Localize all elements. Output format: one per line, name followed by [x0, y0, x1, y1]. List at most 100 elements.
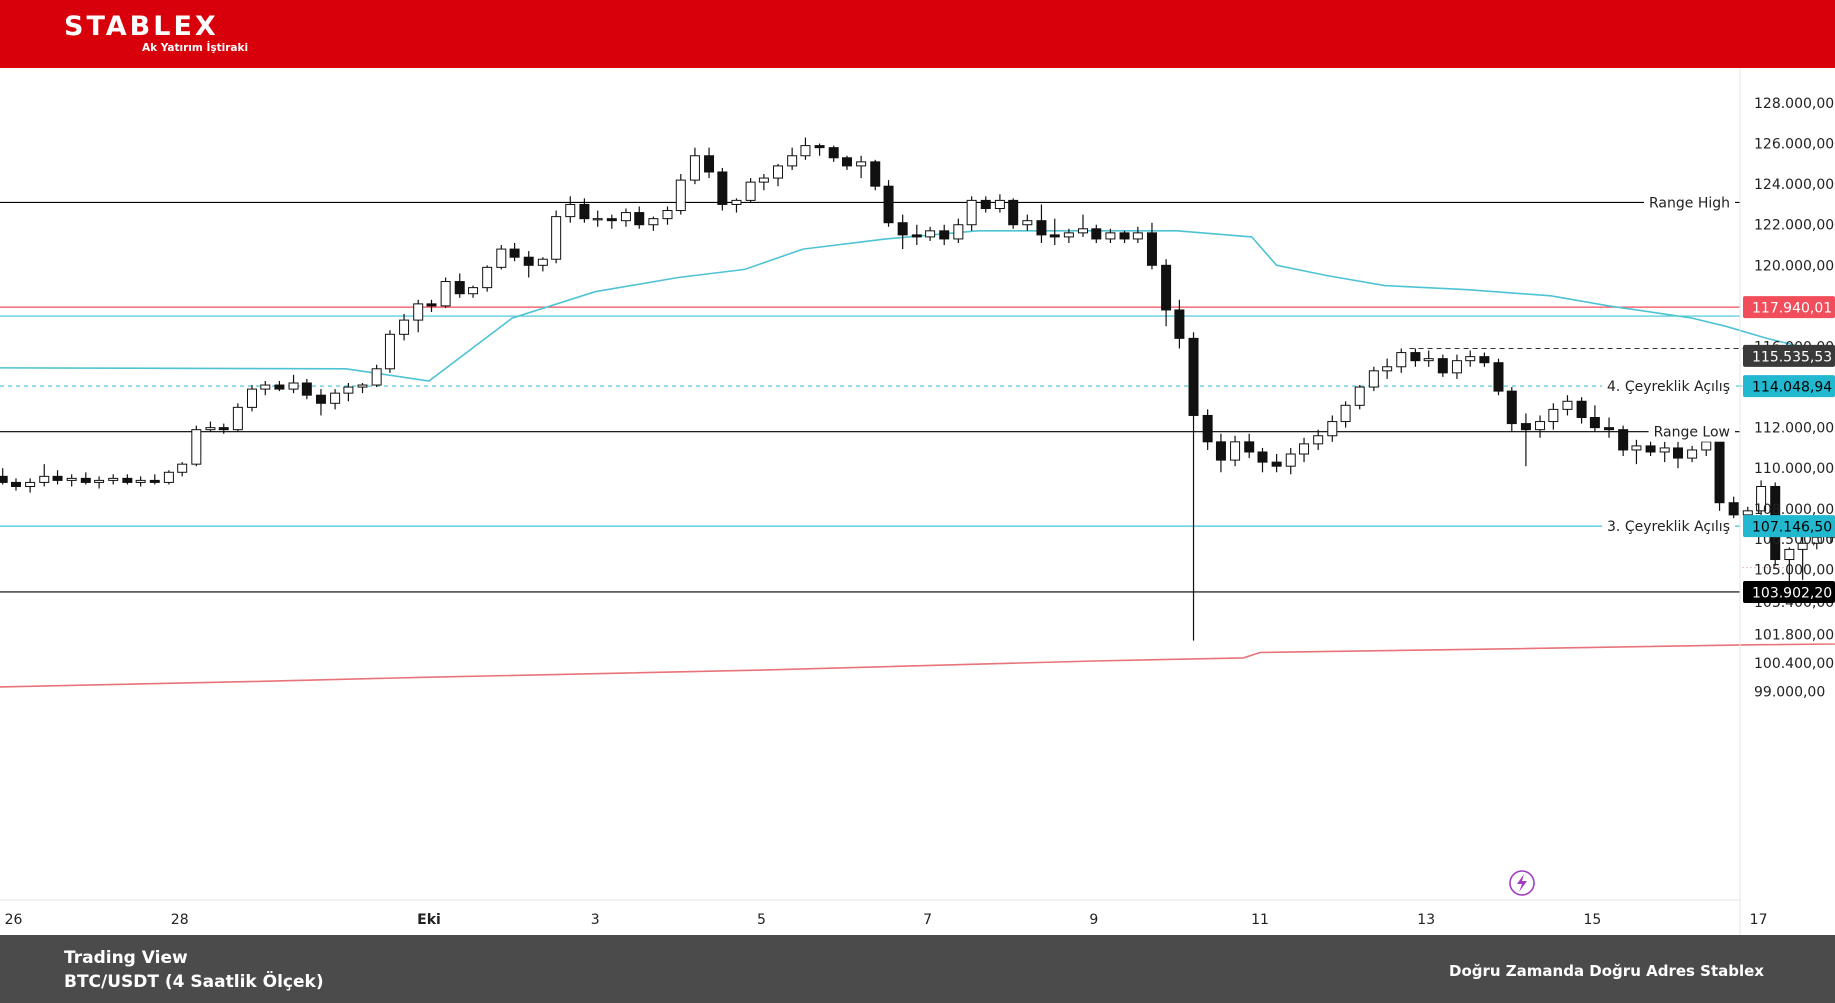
candle-down — [274, 384, 285, 390]
price-chart[interactable]: $ Range High Range Low 4. Çeyreklik Açılış… — [0, 68, 1835, 935]
brand-tagline: Ak Yatırım İştiraki — [142, 42, 249, 54]
candle-up — [232, 406, 243, 431]
candle-down — [1202, 414, 1213, 443]
candle-up — [94, 479, 105, 483]
candle-up — [1756, 485, 1767, 512]
candle-up — [440, 281, 451, 307]
candle-down — [1257, 451, 1268, 463]
time-tick-label: 15 — [1583, 912, 1601, 928]
time-tick-label: 7 — [923, 912, 932, 928]
candle-up — [1784, 548, 1795, 561]
candle-up — [592, 218, 603, 221]
candlesticks — [0, 137, 1835, 641]
candle-down — [10, 481, 21, 487]
candle-up — [1313, 435, 1324, 445]
candle-down — [634, 212, 645, 226]
ma-line — [0, 643, 1835, 688]
level-label: 3. Çeyreklik Açılış — [1607, 519, 1730, 535]
time-tick-label: 26 — [5, 912, 23, 928]
time-tick-label: 3 — [591, 912, 600, 928]
candle-up — [1285, 453, 1296, 467]
candle-up — [1354, 386, 1365, 406]
candle-up — [413, 303, 424, 321]
candle-up — [399, 319, 410, 335]
candle-down — [509, 248, 520, 258]
candle-up — [1022, 220, 1033, 226]
price-tag-label: 107.146,50 — [1752, 520, 1832, 536]
candle-down — [1049, 234, 1060, 238]
candle-up — [1659, 447, 1670, 453]
candle-up — [856, 161, 867, 167]
candle-down — [717, 171, 728, 205]
candle-up — [1396, 352, 1407, 368]
candle-up — [620, 212, 631, 222]
candle-up — [648, 218, 659, 226]
candle-down — [870, 161, 881, 187]
candle-up — [787, 155, 798, 167]
candle-down — [52, 475, 63, 481]
candle-up — [108, 477, 119, 481]
candle-down — [149, 479, 160, 483]
candle-down — [828, 147, 839, 159]
candle-up — [1548, 408, 1559, 423]
level-label: Range High — [1649, 195, 1730, 211]
candle-down — [1215, 441, 1226, 461]
candle-up — [246, 388, 257, 408]
candle-down — [1728, 502, 1739, 516]
candle-up — [925, 230, 936, 238]
price-tag — [1743, 375, 1835, 398]
price-tick-label: 120.000,00 — [1754, 258, 1834, 274]
candle-down — [1146, 232, 1157, 266]
candle-down — [1119, 232, 1130, 240]
candle-up — [1077, 228, 1088, 234]
candle-up — [191, 429, 202, 465]
candle-down — [1520, 423, 1531, 431]
candle-down — [1672, 447, 1683, 459]
candle-up — [1368, 370, 1379, 388]
candle-up — [25, 481, 36, 487]
candle-up — [966, 199, 977, 226]
level-label-bg — [1602, 378, 1735, 397]
price-tag — [1743, 344, 1835, 367]
lightning-icon[interactable] — [1509, 870, 1535, 896]
price-tag — [1743, 296, 1835, 319]
candle-up — [1230, 441, 1241, 461]
price-tick-label: 105.000,00 — [1754, 563, 1834, 579]
candle-down — [301, 382, 312, 396]
candle-up — [773, 165, 784, 179]
candle-up — [288, 382, 299, 390]
candle-up — [384, 333, 395, 370]
price-tag — [1743, 580, 1835, 603]
price-tick-label: 124.000,00 — [1754, 177, 1834, 193]
footer-pair: BTC/USDT (4 Saatlik Ölçek) — [64, 972, 324, 992]
candle-up — [1105, 232, 1116, 240]
candle-up — [177, 463, 188, 473]
price-tick-label: 110.000,00 — [1754, 461, 1834, 477]
brand-logo: STABLEX — [64, 11, 219, 42]
price-tag-label: 117.940,01 — [1752, 301, 1832, 317]
time-axis: 22242628Eki357911131517192123252729Kas — [5, 912, 1768, 928]
price-axis: 128.000,00 126.000,00 124.000,00 122.000,00… — [1754, 96, 1834, 700]
level-labels: Range High Range Low 4. Çeyreklik Açılış 3.… — [1602, 194, 1735, 537]
candle-down — [883, 185, 894, 224]
level-label-bg — [1602, 518, 1735, 537]
candle-up — [745, 181, 756, 201]
price-tag-label: 114.048,94 — [1752, 380, 1832, 396]
candle-down — [1437, 358, 1448, 374]
candle-up — [1382, 366, 1393, 372]
candle-up — [675, 179, 686, 212]
price-tick-label: 112.000,00 — [1754, 421, 1834, 437]
price-tick-label: 128.000,00 — [1754, 96, 1834, 112]
time-tick-label: 5 — [757, 912, 766, 928]
candle-up — [66, 477, 77, 481]
candle-down — [980, 199, 991, 210]
candle-down — [814, 145, 825, 149]
candle-up — [1687, 449, 1698, 459]
candle-up — [1299, 443, 1310, 455]
candle-up — [135, 479, 146, 483]
candle-down — [1604, 427, 1615, 431]
time-tick-label: 17 — [1750, 912, 1768, 928]
candle-up — [731, 199, 742, 205]
candle-up — [994, 199, 1005, 210]
vwap-line — [0, 230, 1835, 382]
